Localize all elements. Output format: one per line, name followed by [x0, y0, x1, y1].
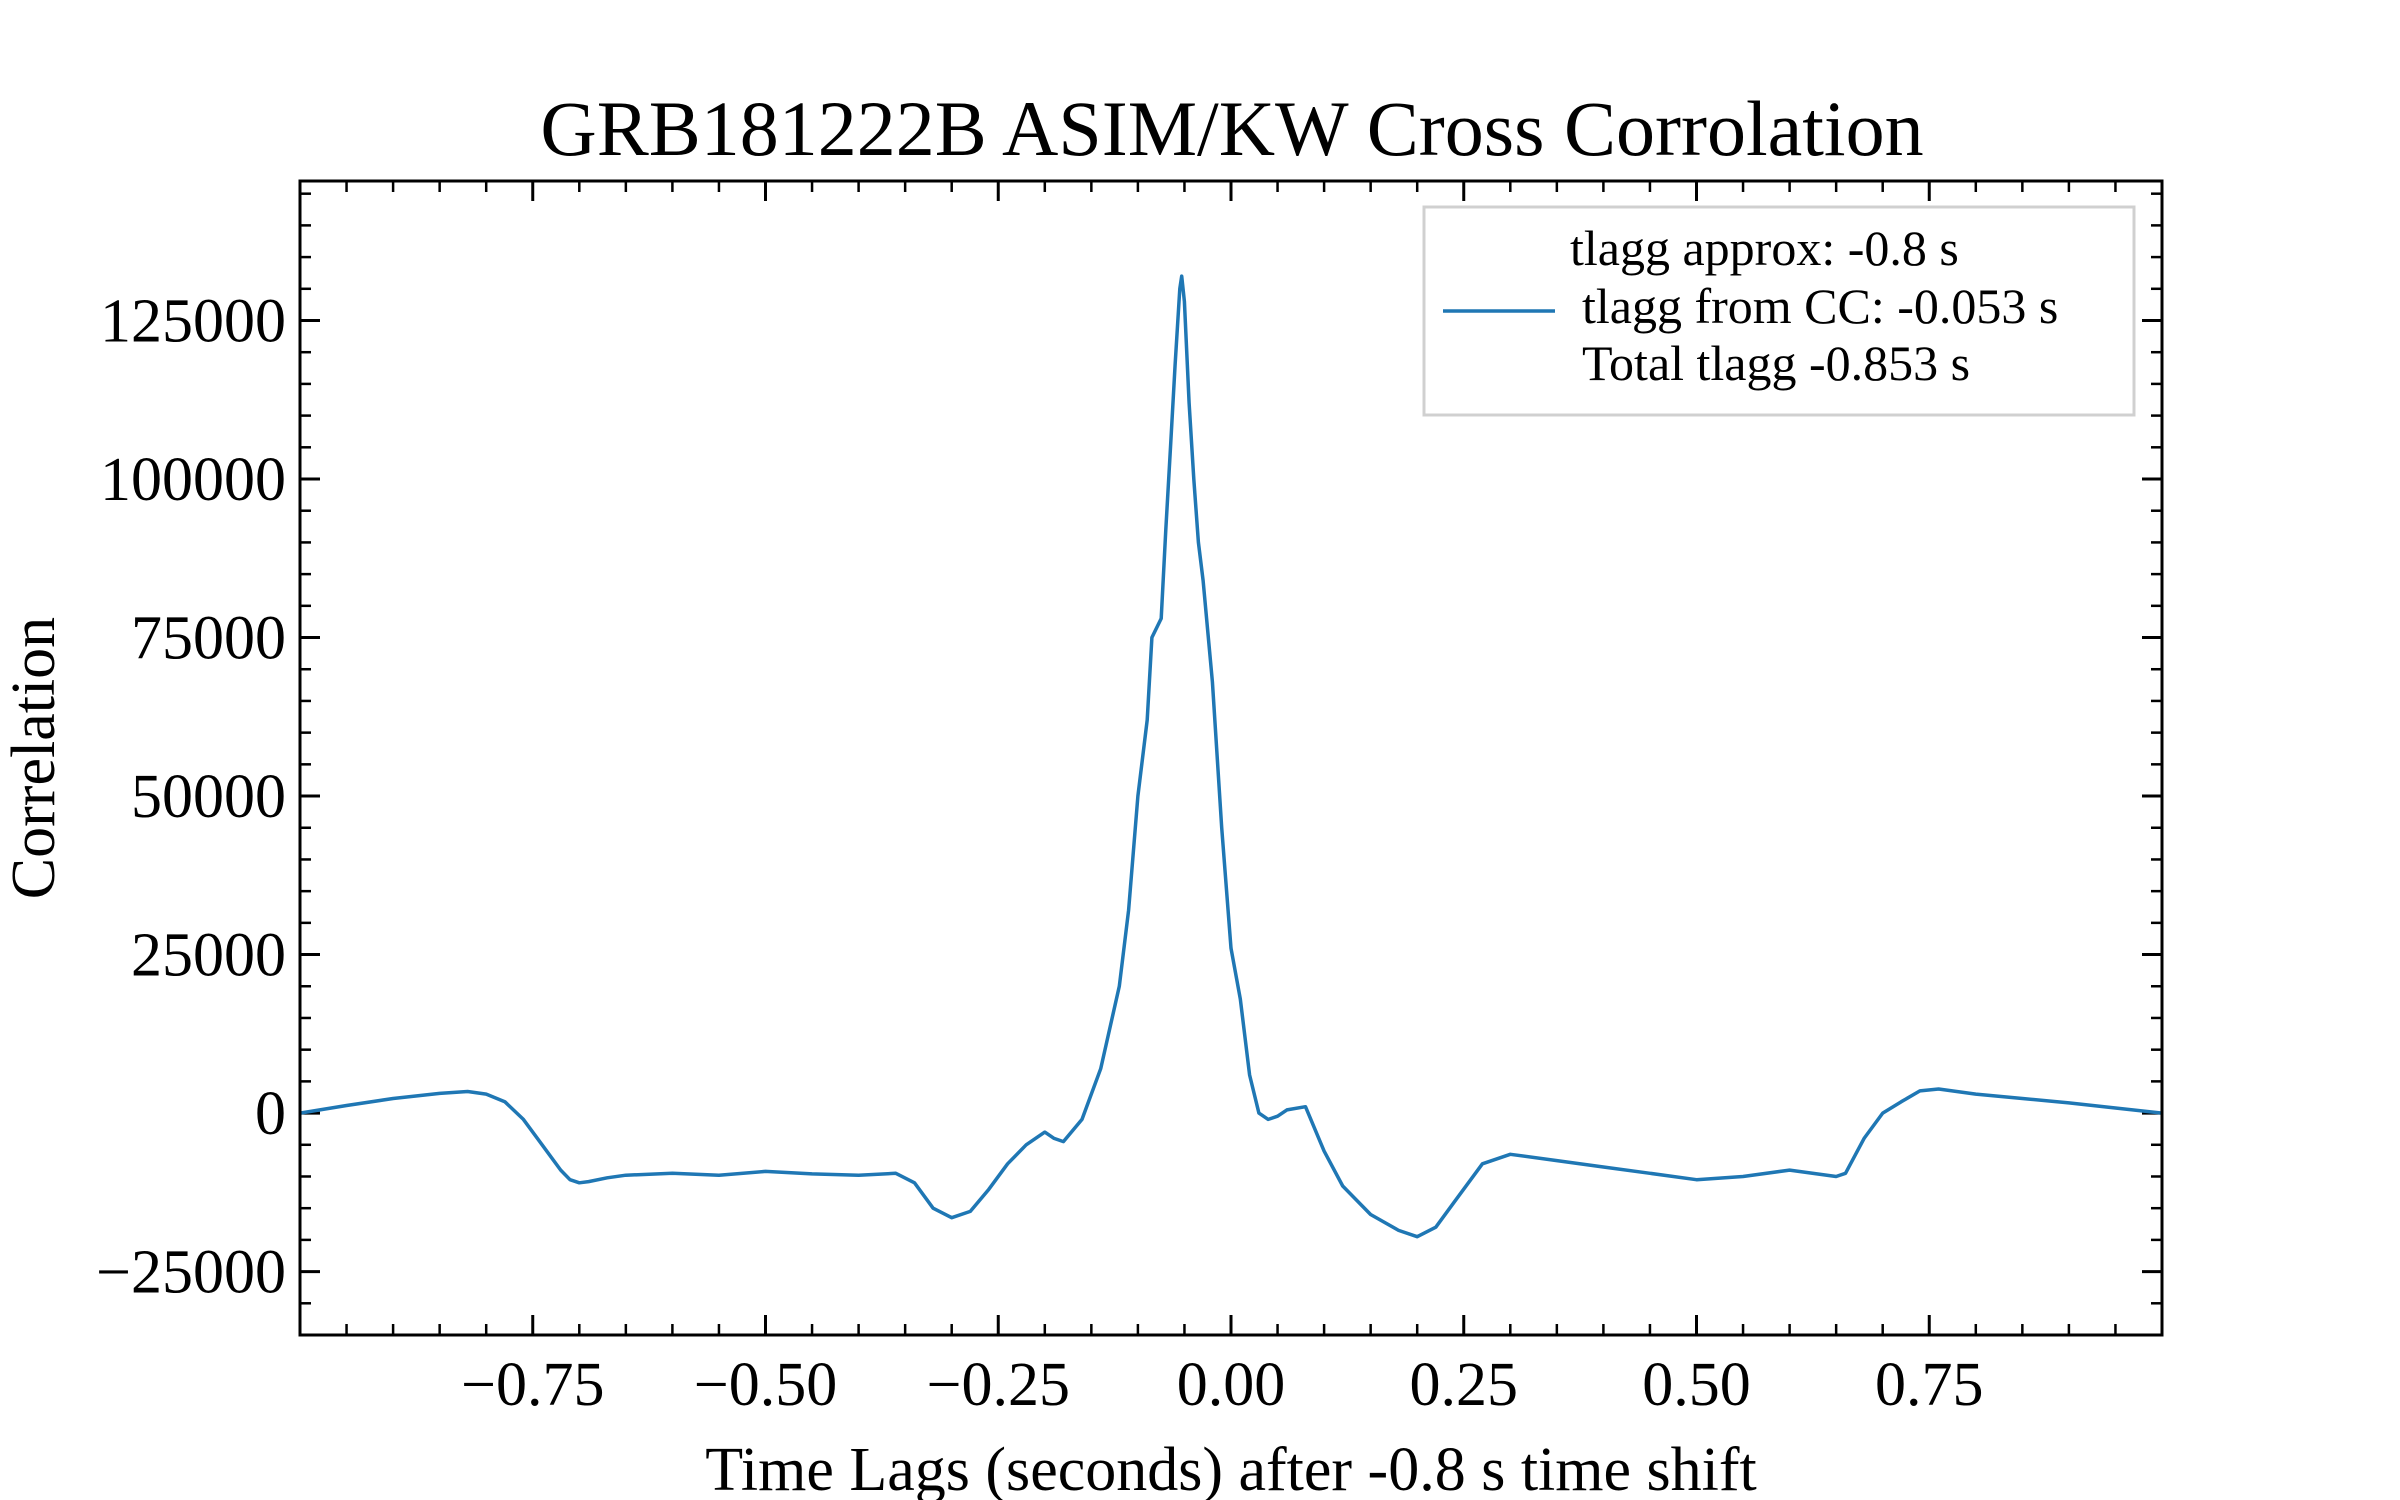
- y-tick-label: 50000: [131, 763, 286, 831]
- x-tick-label: −0.50: [694, 1351, 837, 1419]
- x-tick-label: −0.75: [461, 1351, 604, 1419]
- x-tick-label: 0.75: [1875, 1351, 1984, 1419]
- y-axis-label: Correlation: [0, 617, 68, 899]
- y-tick-label: 25000: [131, 922, 286, 990]
- x-tick-label: 0.50: [1642, 1351, 1751, 1419]
- legend: tlagg approx: -0.8 s tlagg from CC: -0.0…: [1422, 205, 2136, 417]
- tick-labels: −0.75 −0.50 −0.25 0.00 0.25 0.50 0.75 −25000 0 25…: [96, 287, 1983, 1419]
- plot-frame: [298, 179, 2164, 1337]
- x-tick-label: 0.25: [1410, 1351, 1519, 1419]
- legend-text-line-2: tlagg from CC: -0.053 s: [1582, 278, 2058, 334]
- y-tick-label: 100000: [100, 446, 286, 514]
- x-tick-label: −0.25: [927, 1351, 1070, 1419]
- legend-text-line-3: Total tlagg -0.853 s: [1582, 335, 1970, 391]
- correlation-series-line: [299, 274, 2163, 1239]
- legend-text-line-1: tlagg approx: -0.8 s: [1570, 220, 1959, 276]
- y-tick-label: 0: [255, 1080, 286, 1148]
- y-tick-label: −25000: [96, 1239, 286, 1307]
- x-axis-label: Time Lags (seconds) after -0.8 s time sh…: [705, 1436, 1757, 1500]
- y-tick-label: 125000: [100, 287, 286, 355]
- chart-title: GRB181222B ASIM/KW Cross Corrolation: [540, 85, 1923, 172]
- y-tick-label: 75000: [131, 605, 286, 673]
- x-tick-label: 0.00: [1177, 1351, 1286, 1419]
